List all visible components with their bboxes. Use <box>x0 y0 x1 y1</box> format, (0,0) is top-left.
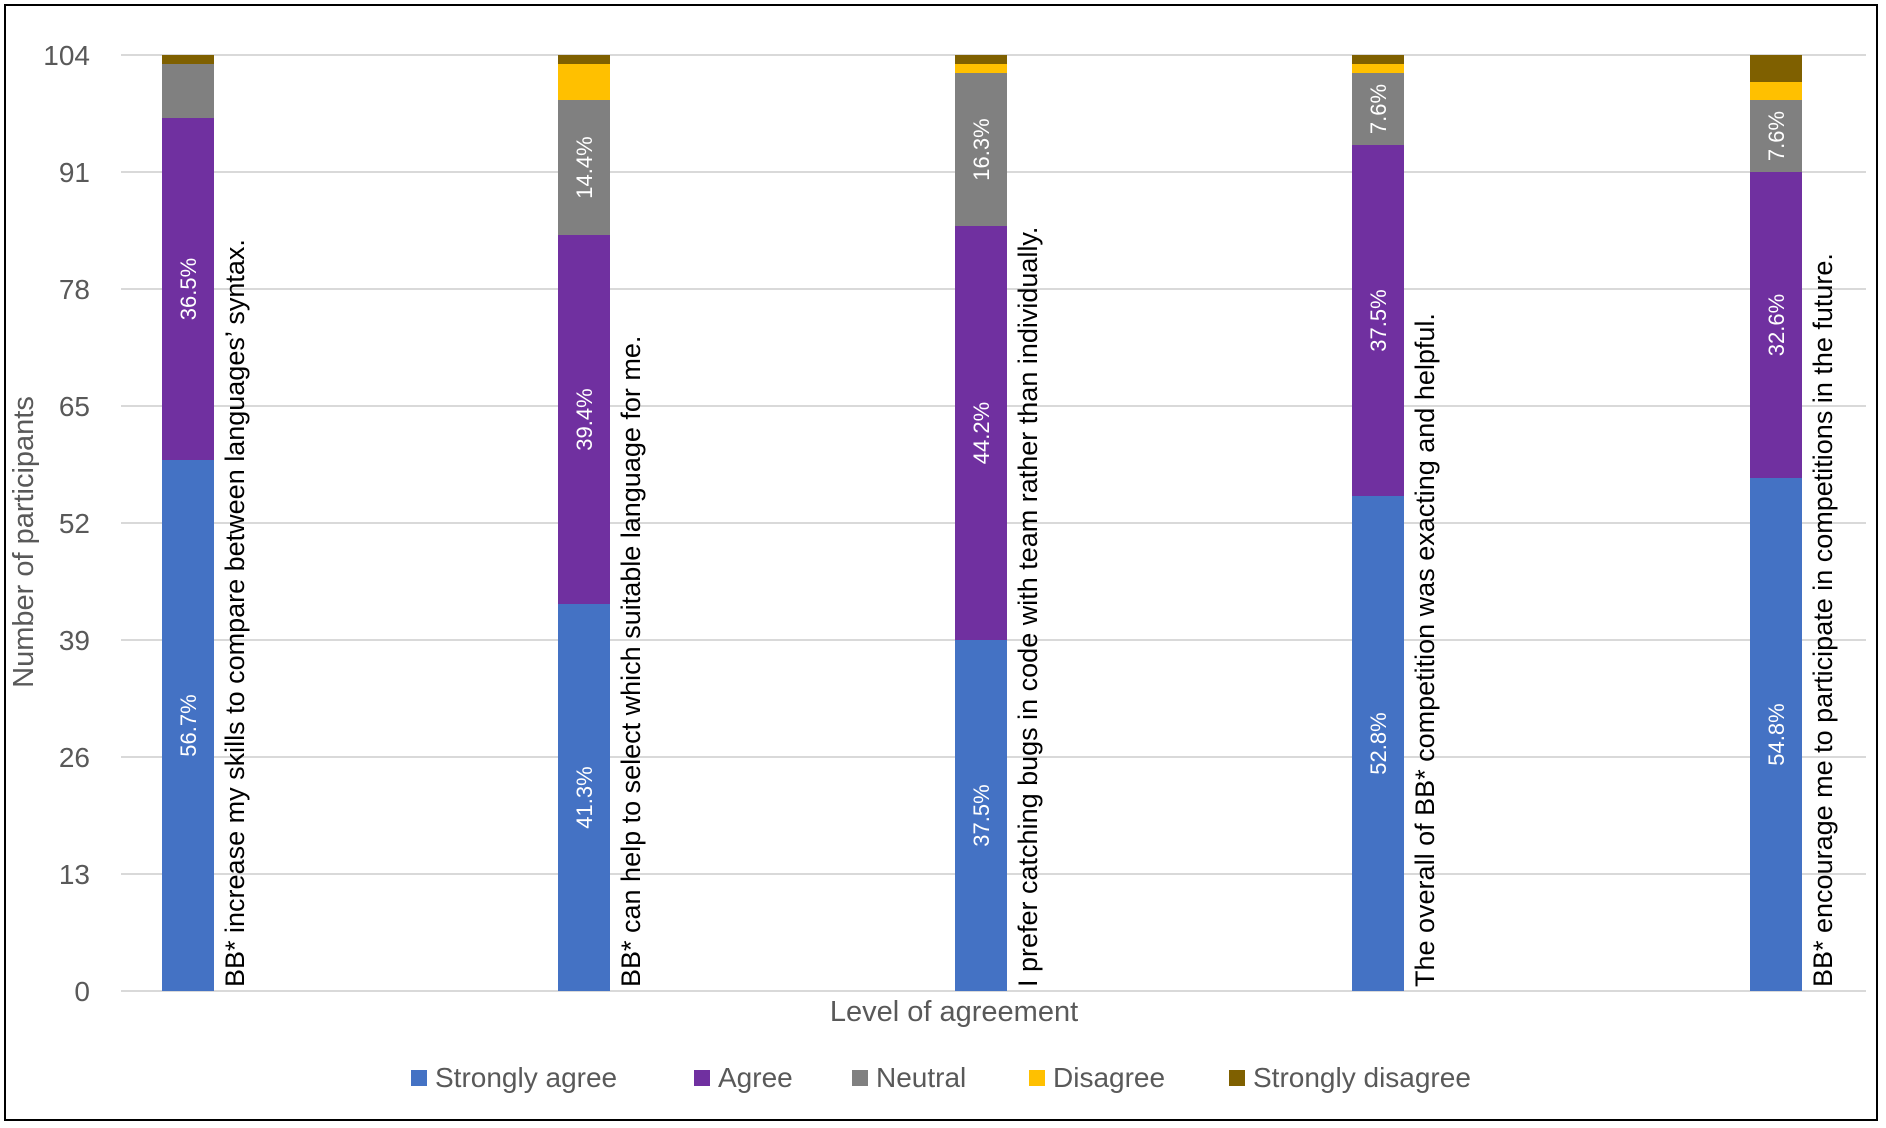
bar-segment-strongly-agree <box>558 604 610 991</box>
bar-segment-neutral <box>1750 100 1802 172</box>
y-tick-label: 39 <box>59 625 90 656</box>
data-label: 54.8% <box>1764 703 1789 765</box>
legend-item: Disagree <box>1029 1062 1165 1093</box>
legend-label: Strongly disagree <box>1253 1062 1471 1093</box>
bar-segment-strongly-agree <box>1352 496 1404 991</box>
bars-layer: 56.7% 36.5% 41.3% 39.4% 14.4% 37.5% 44.2% 16.3%… <box>162 55 1802 991</box>
legend-item: Neutral <box>852 1062 966 1093</box>
data-label: 41.3% <box>572 766 597 828</box>
y-tick-label: 91 <box>59 157 90 188</box>
y-tick-label: 65 <box>59 391 90 422</box>
bar-segment-neutral <box>558 100 610 235</box>
x-axis-title: Level of agreement <box>830 996 1078 1028</box>
legend-swatch <box>1229 1070 1245 1086</box>
legend-item: Strongly agree <box>411 1062 617 1093</box>
category-label: BB* increase my skills to compare betwee… <box>220 239 250 987</box>
category-labels-layer: BB* increase my skills to compare betwee… <box>220 227 1838 987</box>
bar-segment-agree <box>162 118 214 460</box>
bar-segment-strongly-disagree <box>1750 55 1802 82</box>
bar-segment-agree <box>558 235 610 604</box>
data-label: 37.5% <box>1366 289 1391 351</box>
category-label: I prefer catching bugs in code with team… <box>1013 227 1043 987</box>
y-axis-title: Number of participants <box>8 396 40 688</box>
bar-segment-strongly-agree <box>1750 478 1802 991</box>
bar-segment-strongly-disagree <box>1352 55 1404 64</box>
y-tick-label: 26 <box>59 742 90 773</box>
legend: Strongly agree Agree Neutral Disagree Strong… <box>411 1062 1471 1093</box>
legend-swatch <box>852 1070 868 1086</box>
y-tick-label: 104 <box>43 40 90 71</box>
category-label: BB* encourage me to participate in compe… <box>1808 253 1838 987</box>
data-label: 7.6% <box>1366 84 1391 134</box>
legend-swatch <box>1029 1070 1045 1086</box>
y-tick-labels-layer: 0 13 26 39 52 65 78 91 104 <box>43 40 90 1007</box>
data-label: 32.6% <box>1764 294 1789 356</box>
bar-segment-neutral <box>162 64 214 118</box>
y-tick-label: 0 <box>74 976 90 1007</box>
y-tick-label: 52 <box>59 508 90 539</box>
legend-label: Disagree <box>1053 1062 1165 1093</box>
legend-label: Neutral <box>876 1062 966 1093</box>
data-label: 36.5% <box>176 258 201 320</box>
legend-label: Agree <box>718 1062 793 1093</box>
chart-frame: 56.7% 36.5% 41.3% 39.4% 14.4% 37.5% 44.2% 16.3%… <box>4 4 1878 1121</box>
data-label: 52.8% <box>1366 712 1391 774</box>
data-label: 37.5% <box>969 784 994 846</box>
legend-item: Strongly disagree <box>1229 1062 1471 1093</box>
legend-swatch <box>694 1070 710 1086</box>
bar-segment-agree <box>1750 172 1802 478</box>
bar-segment-disagree <box>1750 82 1802 100</box>
data-label: 56.7% <box>176 694 201 756</box>
bar-segment-neutral <box>955 73 1007 226</box>
bar-segment-agree <box>1352 145 1404 496</box>
bar-segment-agree <box>955 226 1007 640</box>
bar-segment-strongly-agree <box>162 460 214 991</box>
bar-segment-strongly-disagree <box>558 55 610 64</box>
data-label: 16.3% <box>969 118 994 180</box>
category-label: BB* can help to select which suitable la… <box>616 336 646 987</box>
legend-swatch <box>411 1070 427 1086</box>
bar-segment-disagree <box>558 64 610 100</box>
data-label: 39.4% <box>572 388 597 450</box>
legend-item: Agree <box>694 1062 793 1093</box>
category-label: The overall of BB* competition was exact… <box>1410 313 1440 987</box>
bar-segment-strongly-agree <box>955 640 1007 991</box>
bar-segment-strongly-disagree <box>955 55 1007 64</box>
stacked-bar-chart: 56.7% 36.5% 41.3% 39.4% 14.4% 37.5% 44.2% 16.3%… <box>8 40 1866 1093</box>
legend-label: Strongly agree <box>435 1062 617 1093</box>
y-tick-label: 78 <box>59 274 90 305</box>
bar-segment-neutral <box>1352 73 1404 145</box>
data-label: 7.6% <box>1764 111 1789 161</box>
bar-segment-strongly-disagree <box>162 55 214 64</box>
data-label: 44.2% <box>969 402 994 464</box>
bar-segment-disagree <box>1352 64 1404 73</box>
data-label: 14.4% <box>572 136 597 198</box>
bar-segment-disagree <box>955 64 1007 73</box>
y-tick-label: 13 <box>59 859 90 890</box>
